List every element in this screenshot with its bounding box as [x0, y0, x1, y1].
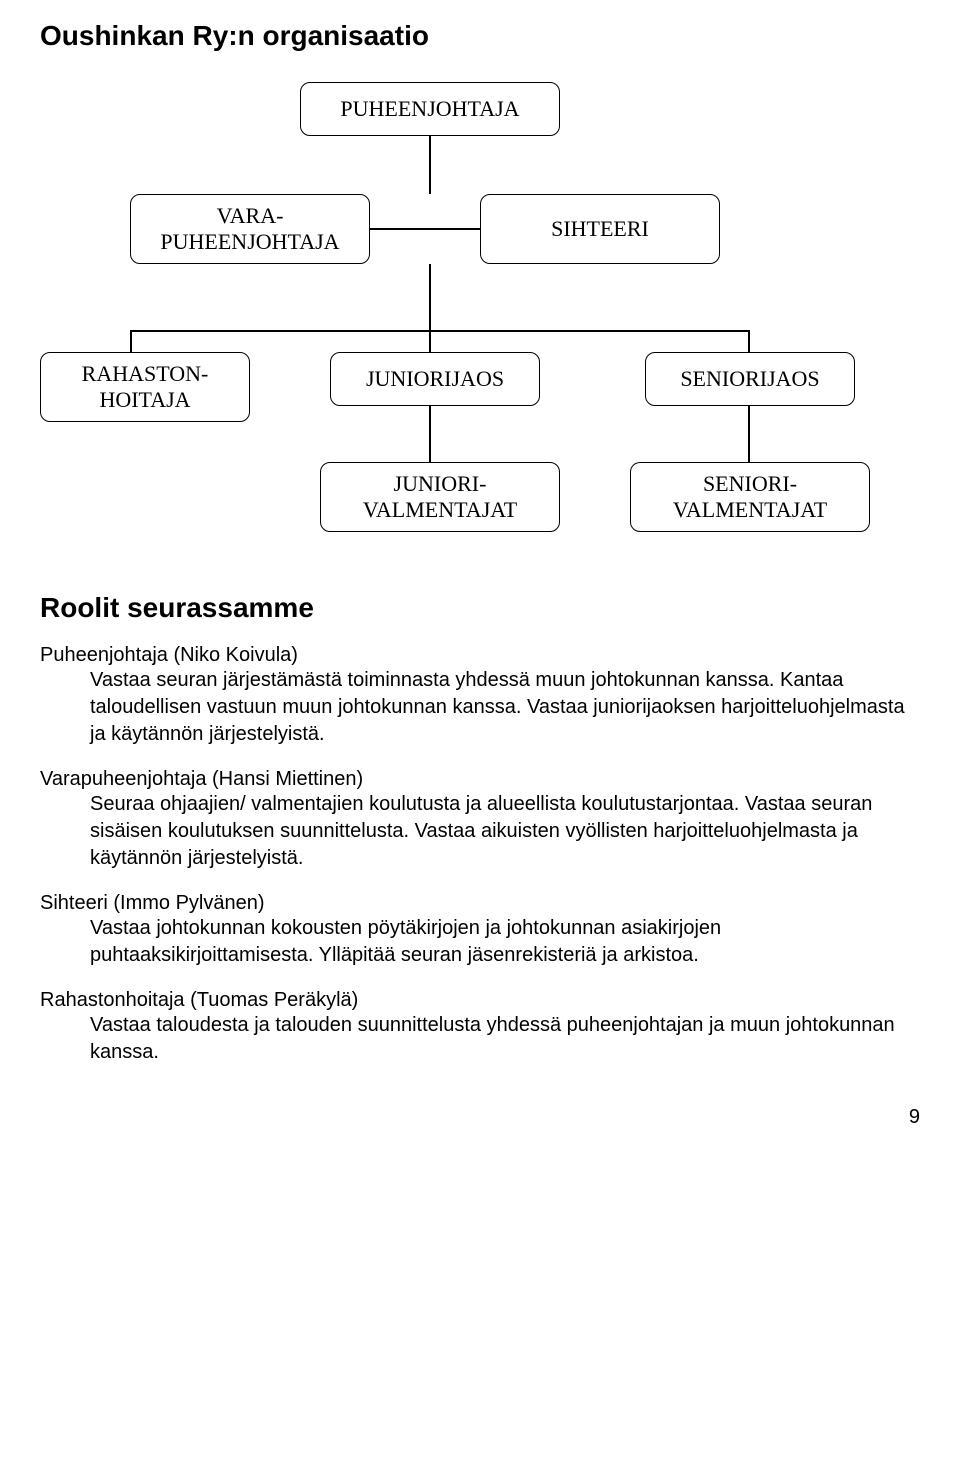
org-box-puheenjohtaja: PUHEENJOHTAJA [300, 82, 560, 136]
role-block-puheenjohtaja: Puheenjohtaja (Niko Koivula) Vastaa seur… [40, 644, 920, 748]
org-line [429, 406, 431, 462]
role-desc: Seuraa ohjaajien/ valmentajien koulutust… [40, 791, 920, 872]
org-line [748, 406, 750, 462]
role-title: Puheenjohtaja (Niko Koivula) [40, 644, 920, 667]
org-line [429, 330, 431, 352]
page-title: Oushinkan Ry:n organisaatio [40, 20, 920, 52]
org-line [429, 136, 431, 194]
org-line [130, 330, 750, 332]
org-line [130, 330, 132, 352]
org-box-varapuheenjohtaja: VARA- PUHEENJOHTAJA [130, 194, 370, 264]
org-box-rahastonhoitaja: RAHASTON- HOITAJA [40, 352, 250, 422]
org-box-juniorivalmentajat: JUNIORI- VALMENTAJAT [320, 462, 560, 532]
role-block-varapuheenjohtaja: Varapuheenjohtaja (Hansi Miettinen) Seur… [40, 768, 920, 872]
section-heading: Roolit seurassamme [40, 592, 920, 624]
role-title: Varapuheenjohtaja (Hansi Miettinen) [40, 768, 920, 791]
org-line [370, 228, 480, 230]
role-block-sihteeri: Sihteeri (Immo Pylvänen) Vastaa johtokun… [40, 892, 920, 969]
org-box-sihteeri: SIHTEERI [480, 194, 720, 264]
org-box-seniorivalmentajat: SENIORI- VALMENTAJAT [630, 462, 870, 532]
org-line [748, 330, 750, 352]
role-title: Sihteeri (Immo Pylvänen) [40, 892, 920, 915]
org-line [429, 264, 431, 330]
role-desc: Vastaa taloudesta ja talouden suunnittel… [40, 1012, 920, 1066]
role-title: Rahastonhoitaja (Tuomas Peräkylä) [40, 989, 920, 1012]
org-chart: PUHEENJOHTAJA VARA- PUHEENJOHTAJA SIHTEE… [40, 82, 920, 562]
role-block-rahastonhoitaja: Rahastonhoitaja (Tuomas Peräkylä) Vastaa… [40, 989, 920, 1066]
org-box-seniorijaos: SENIORIJAOS [645, 352, 855, 406]
role-desc: Vastaa seuran järjestämästä toiminnasta … [40, 667, 920, 748]
page-number: 9 [40, 1106, 920, 1129]
org-box-juniorijaos: JUNIORIJAOS [330, 352, 540, 406]
role-desc: Vastaa johtokunnan kokousten pöytäkirjoj… [40, 915, 920, 969]
